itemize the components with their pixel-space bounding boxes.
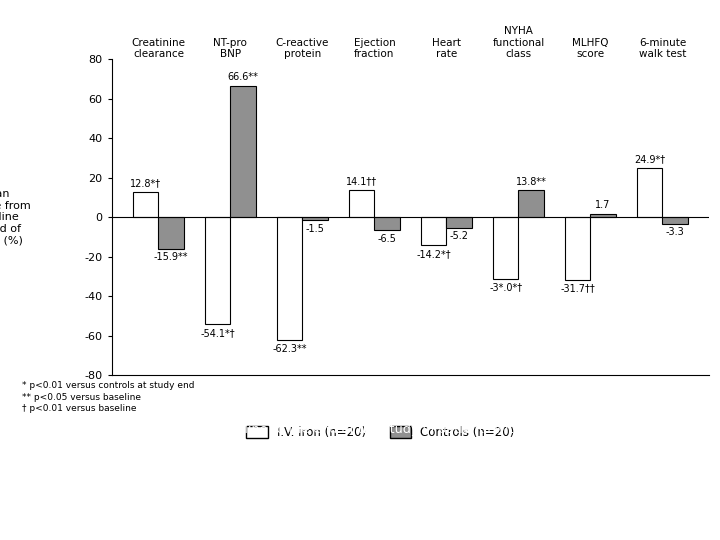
Text: Mean percentage change from baseline to the end of the study in patients with he: Mean percentage change from baseline to … bbox=[13, 423, 559, 490]
Text: † p<0.01 versus baseline: † p<0.01 versus baseline bbox=[22, 404, 136, 414]
Text: -1.5: -1.5 bbox=[305, 224, 325, 234]
Legend: I.V. iron (n=20), Controls (n=20): I.V. iron (n=20), Controls (n=20) bbox=[246, 426, 515, 439]
Text: Mean
change from
baseline
to end of
study (%): Mean change from baseline to end of stud… bbox=[0, 189, 31, 246]
Text: NYHA
functional
class: NYHA functional class bbox=[492, 26, 544, 59]
Text: -54.1*†: -54.1*† bbox=[200, 328, 235, 338]
Text: -6.5: -6.5 bbox=[377, 234, 397, 244]
Bar bbox=[446, 217, 472, 228]
Text: -3*.0*†: -3*.0*† bbox=[489, 282, 523, 292]
Text: ** p<0.05 versus baseline: ** p<0.05 versus baseline bbox=[22, 393, 140, 402]
Bar bbox=[158, 217, 184, 249]
Bar bbox=[349, 190, 374, 217]
Text: NT-pro
BNP: NT-pro BNP bbox=[213, 38, 248, 59]
Bar bbox=[518, 190, 544, 217]
Bar bbox=[637, 168, 662, 217]
Text: MLHFQ
score: MLHFQ score bbox=[572, 38, 608, 59]
Text: 24.9*†: 24.9*† bbox=[634, 154, 665, 165]
Text: 6-minute
walk test: 6-minute walk test bbox=[639, 38, 686, 59]
Bar bbox=[302, 217, 328, 220]
Text: C-reactive
protein: C-reactive protein bbox=[276, 38, 329, 59]
Bar bbox=[230, 86, 256, 217]
Text: Heart
rate: Heart rate bbox=[432, 38, 461, 59]
Text: 1.7: 1.7 bbox=[595, 200, 611, 211]
Text: -31.7††: -31.7†† bbox=[560, 284, 595, 294]
Bar bbox=[277, 217, 302, 340]
Bar bbox=[565, 217, 590, 280]
Text: 13.8**: 13.8** bbox=[516, 177, 546, 186]
Bar bbox=[374, 217, 400, 230]
Bar bbox=[133, 192, 158, 217]
Text: -15.9**: -15.9** bbox=[154, 252, 188, 262]
Text: 14.1††: 14.1†† bbox=[346, 176, 377, 186]
Text: Ejection
fraction: Ejection fraction bbox=[354, 38, 395, 59]
Bar bbox=[662, 217, 688, 224]
Bar bbox=[421, 217, 446, 245]
Text: 12.8*†: 12.8*† bbox=[130, 179, 161, 188]
Bar bbox=[205, 217, 230, 324]
Text: -5.2: -5.2 bbox=[449, 231, 469, 241]
Text: -62.3**: -62.3** bbox=[273, 344, 307, 354]
Text: 66.6**: 66.6** bbox=[228, 72, 258, 82]
Text: * p<0.01 versus controls at study end: * p<0.01 versus controls at study end bbox=[22, 381, 194, 390]
Text: -14.2*†: -14.2*† bbox=[416, 249, 451, 259]
Bar bbox=[493, 217, 518, 279]
Text: Creatinine
clearance: Creatinine clearance bbox=[131, 38, 185, 59]
Text: -3.3: -3.3 bbox=[665, 227, 685, 238]
Bar bbox=[590, 214, 616, 217]
